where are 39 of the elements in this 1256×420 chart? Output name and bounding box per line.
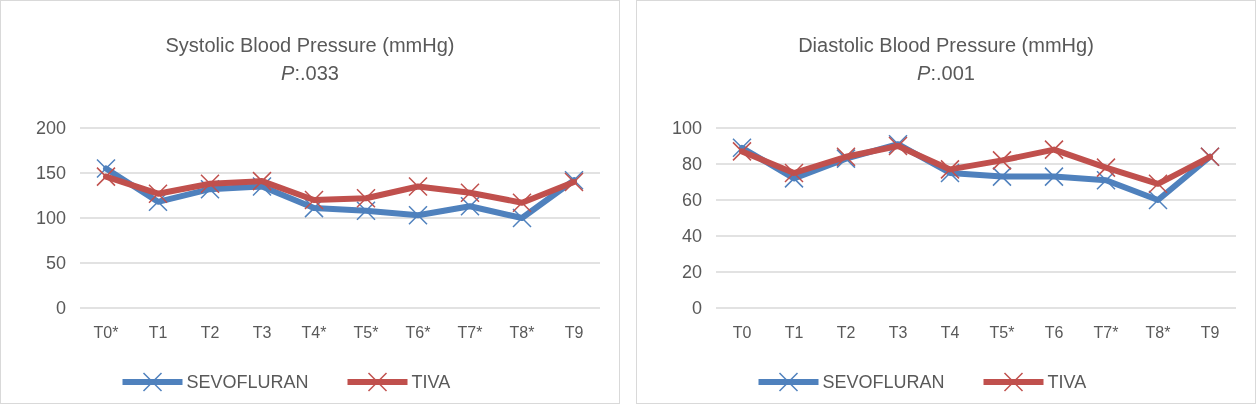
x-tick-label: T2: [200, 324, 220, 341]
x-tick-label: T3: [252, 324, 272, 341]
legend-label: TIVA: [411, 372, 451, 393]
y-tick-label: 0: [55, 298, 66, 319]
y-tick-label: 0: [691, 298, 702, 319]
chart-subtitle: P:.033: [281, 62, 339, 84]
y-tick-label: 50: [45, 253, 66, 274]
y-tick-label: 150: [35, 163, 66, 184]
x-tick-label: T4*: [301, 324, 327, 341]
x-tick-label: T9: [1200, 324, 1220, 341]
x-tick-label: T1: [148, 324, 168, 341]
y-tick-label: 40: [681, 226, 702, 247]
x-tick-label: T7*: [1093, 324, 1119, 341]
chart-title: Systolic Blood Pressure (mmHg): [165, 34, 455, 56]
x-tick-label: T0*: [93, 324, 119, 341]
legend-label: TIVA: [1047, 372, 1087, 393]
x-tick-label: T5*: [989, 324, 1015, 341]
y-tick-label: 60: [681, 190, 702, 211]
y-tick-label: 20: [681, 262, 702, 283]
chart-title: Diastolic Blood Pressure (mmHg): [798, 34, 1094, 56]
x-tick-label: T9: [564, 324, 584, 341]
x-tick-label: T0: [732, 324, 752, 341]
x-tick-label: T8*: [509, 324, 535, 341]
legend-label: SEVOFLURAN: [822, 372, 945, 393]
x-tick-label: T3: [888, 324, 908, 341]
legend-label: SEVOFLURAN: [186, 372, 309, 393]
y-tick-label: 100: [35, 208, 66, 229]
x-tick-label: T5*: [353, 324, 379, 341]
x-tick-label: T6*: [405, 324, 431, 341]
y-tick-label: 80: [681, 154, 702, 175]
x-tick-label: T4: [940, 324, 960, 341]
x-tick-label: T8*: [1145, 324, 1171, 341]
y-tick-label: 100: [671, 118, 702, 139]
x-tick-label: T2: [836, 324, 856, 341]
chart-subtitle: P:.001: [917, 62, 975, 84]
x-tick-label: T6: [1044, 324, 1064, 341]
x-tick-label: T1: [784, 324, 804, 341]
y-tick-label: 200: [35, 118, 66, 139]
x-tick-label: T7*: [457, 324, 483, 341]
